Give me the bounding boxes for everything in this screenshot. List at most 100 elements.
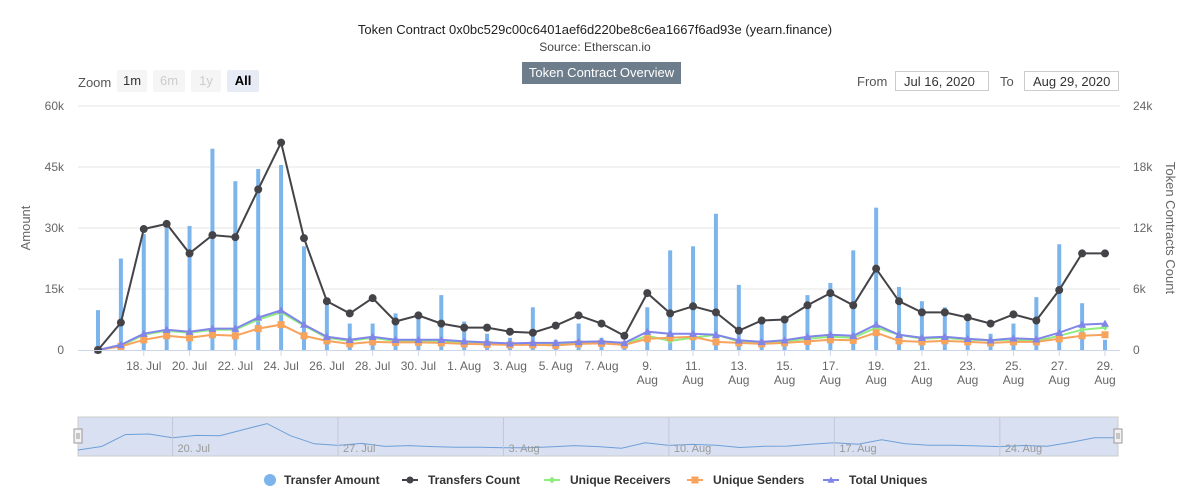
total-uniques-point	[780, 336, 789, 344]
y-right-tick-label: 12k	[1133, 221, 1153, 235]
y-left-tick-label: 45k	[45, 160, 65, 174]
transfers-count-point	[826, 289, 835, 298]
unique-senders-point	[254, 325, 262, 333]
transfer-amount-bar	[118, 258, 123, 350]
transfers-count-point	[162, 219, 171, 228]
total-uniques-point	[139, 329, 148, 337]
zoom-6m-button[interactable]: 6m	[153, 70, 185, 92]
transfers-count-point	[1101, 249, 1109, 258]
unique-senders-point	[277, 321, 285, 329]
unique-senders-point	[803, 337, 811, 345]
y-left-tick-label: 0	[57, 343, 64, 357]
x-tick-label: 9.	[642, 359, 652, 373]
transfers-count-point	[895, 297, 904, 306]
y-left-axis-title: Amount	[18, 205, 33, 250]
unique-senders-point	[895, 337, 903, 345]
unique-senders-point	[346, 340, 354, 348]
y-right-axis-title: Token Contracts Count	[1163, 162, 1178, 295]
transfers-count-point	[322, 297, 331, 306]
unique-senders-point	[918, 338, 926, 346]
zoom-1m-button[interactable]: 1m	[117, 70, 147, 92]
unique-senders-point	[231, 332, 239, 340]
x-tick-label: 24. Jul	[263, 359, 298, 373]
navigator-date-label: 17. Aug	[839, 443, 876, 455]
x-tick-label-month: Aug	[1049, 373, 1070, 387]
navigator-right-handle	[1113, 428, 1123, 444]
unique-senders-point	[1055, 335, 1063, 343]
navigator[interactable]: 20. Jul 27. Jul 3. Aug 10. Aug 17. Aug 24. Au…	[73, 416, 1123, 457]
x-tick-label-month: Aug	[637, 373, 658, 387]
unique-senders-point	[941, 337, 949, 345]
transfer-amount-bar	[851, 250, 856, 350]
unique-senders-point	[140, 336, 148, 344]
transfers-count-point	[483, 323, 492, 332]
x-tick-label: 17.	[822, 359, 839, 373]
x-tick-label-month: Aug	[1003, 373, 1024, 387]
navigator-date-label: 10. Aug	[674, 443, 711, 455]
transfers-count-point	[460, 323, 469, 332]
x-tick-label: 15.	[776, 359, 793, 373]
transfer-amount-bar	[919, 301, 924, 350]
transfer-amount-bar	[164, 228, 169, 350]
token-contract-overview-button[interactable]: Token Contract Overview	[522, 62, 681, 84]
zoom-1y-button[interactable]: 1y	[191, 70, 221, 92]
total-uniques-point	[574, 337, 583, 346]
zoom-label: Zoom	[78, 75, 112, 90]
transfers-count-point	[757, 316, 766, 325]
legend: Transfer Amount Transfers Count Unique Rec…	[264, 473, 928, 487]
total-uniques-point	[666, 329, 675, 337]
navigator-date-label: 27. Jul	[343, 443, 375, 455]
transfer-amount-bar	[187, 225, 192, 350]
transfer-amount-bar	[210, 148, 215, 350]
transfer-amount-legend-label: Transfer Amount	[284, 473, 380, 487]
total-uniques-point	[895, 330, 904, 338]
transfers-count-point	[803, 301, 812, 310]
transfer-amount-bar	[874, 207, 879, 350]
unique-senders-point	[872, 329, 880, 337]
transfer-amount-bar	[1057, 244, 1062, 350]
transfers-count-legend-label: Transfers Count	[428, 473, 520, 487]
x-tick-label: 18. Jul	[126, 359, 161, 373]
unique-senders-point	[163, 332, 171, 340]
total-uniques-point	[345, 335, 354, 344]
transfers-count-point	[528, 328, 537, 337]
total-uniques-legend-symbol	[827, 476, 835, 483]
total-uniques-point	[368, 332, 377, 340]
transfer-amount-legend-symbol	[264, 474, 276, 486]
x-tick-label: 21.	[914, 359, 931, 373]
axes: 0 15k 30k 45k 60k 0 6k 12k 18k 24k Amount Token Con…	[18, 99, 1178, 387]
transfers-count-point	[986, 319, 995, 328]
transfers-count-point	[780, 315, 789, 324]
transfer-amount-bar	[782, 317, 787, 350]
navigator-selection	[77, 416, 1119, 457]
range-from-input[interactable]: Jul 16, 2020	[895, 71, 989, 91]
total-uniques-point	[231, 324, 240, 332]
total-uniques-point	[1101, 319, 1109, 327]
x-tick-label: 19.	[868, 359, 885, 373]
range-from-label: From	[857, 74, 888, 89]
grid-lines	[78, 105, 1120, 290]
transfers-count-point	[116, 318, 125, 327]
zoom-all-button[interactable]: All	[227, 70, 259, 92]
x-tick-label-month: Aug	[820, 373, 841, 387]
total-uniques-point	[917, 333, 926, 341]
unique-senders-legend-symbol	[691, 476, 699, 484]
unique-senders-point	[323, 337, 331, 345]
transfers-count-point	[254, 185, 263, 194]
total-uniques-point	[277, 306, 286, 314]
total-uniques-point	[803, 332, 812, 340]
x-tick-label-month: Aug	[774, 373, 795, 387]
total-uniques-point	[757, 337, 766, 346]
transfer-amount-bar	[141, 234, 146, 350]
transfers-count-point	[368, 294, 377, 303]
navigator-date-label: 20. Jul	[178, 443, 210, 455]
range-to-input[interactable]: Aug 29, 2020	[1024, 71, 1119, 91]
transfer-amount-bar	[279, 164, 284, 350]
transfers-count-point	[734, 326, 743, 335]
total-uniques-point	[963, 334, 972, 343]
transfer-amount-bar	[301, 246, 306, 350]
transfers-count-point	[711, 308, 720, 317]
transfer-amount-bar	[416, 317, 421, 350]
transfer-amount-bar	[759, 323, 764, 350]
y-left-tick-label: 60k	[45, 99, 65, 113]
